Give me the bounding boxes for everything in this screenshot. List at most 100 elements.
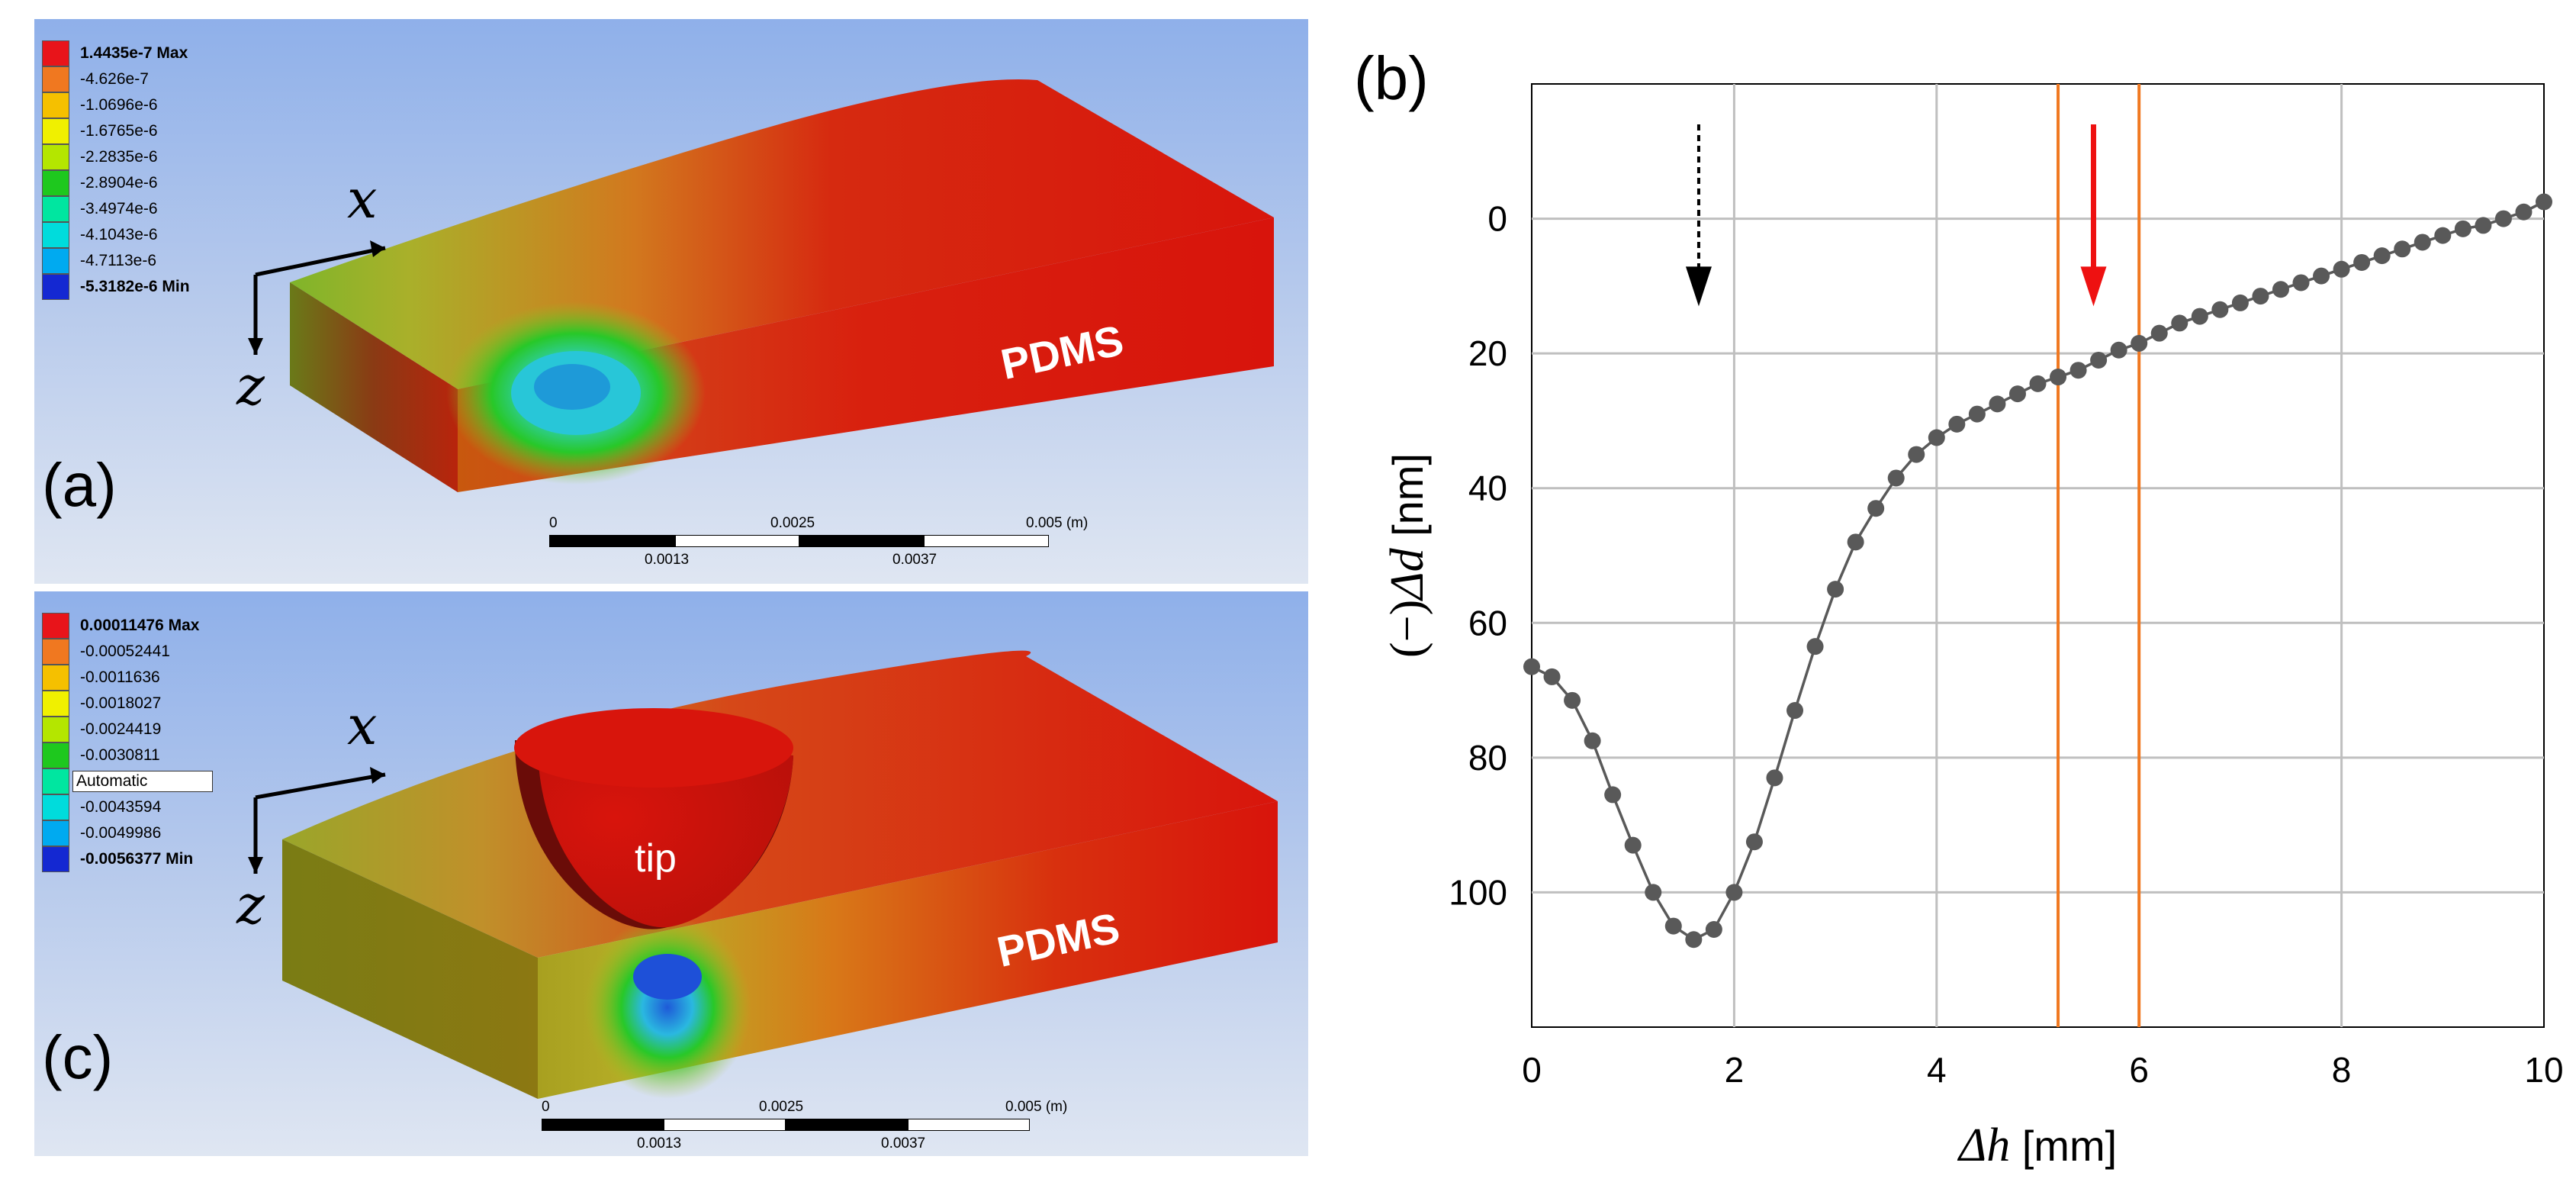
data-point (1968, 405, 1986, 423)
legend-label: -0.0030811 (80, 746, 160, 764)
scale-tick-q3: 0.0037 (892, 552, 937, 568)
legend-c: 0.00011476 Max -0.00052441 -0.0011636 -0.00… (42, 613, 213, 872)
legend-swatch (42, 665, 69, 691)
data-point (2292, 274, 2310, 292)
legend-row: -0.0056377 Min (42, 846, 213, 872)
data-point (2131, 334, 2148, 352)
data-point (1786, 702, 1804, 720)
data-point (1745, 833, 1763, 851)
data-point (2191, 308, 2208, 325)
legend-swatch (42, 118, 69, 144)
legend-label: -0.00052441 (80, 643, 170, 660)
data-point (1827, 581, 1844, 598)
legend-row: 1.4435e-7 Max (42, 40, 190, 66)
legend-row: -0.0043594 (42, 794, 213, 820)
data-point (2414, 234, 2431, 251)
data-point (2373, 247, 2391, 265)
legend-row: -1.0696e-6 (42, 92, 190, 118)
data-point (2008, 385, 2026, 403)
z-axis-label-a: z (236, 355, 265, 417)
y-tick-label: 20 (1468, 333, 1507, 373)
legend-swatch (42, 222, 69, 248)
legend-row: -1.6765e-6 (42, 118, 190, 144)
legend-label: 0.00011476 Max (80, 617, 200, 634)
legend-row: -0.0018027 (42, 691, 213, 717)
legend-swatch (42, 40, 69, 66)
data-point (1806, 638, 1824, 655)
legend-row: -2.8904e-6 (42, 170, 190, 196)
data-point (1847, 533, 1864, 551)
legend-swatch (42, 768, 69, 794)
legend-label: -4.626e-7 (80, 70, 149, 88)
data-point (2454, 220, 2471, 237)
pdms-block-render-a (290, 79, 1274, 492)
legend-swatch (42, 274, 69, 300)
legend-swatch (42, 742, 69, 768)
legend-label: -0.0011636 (80, 668, 160, 686)
legend-swatch (42, 691, 69, 717)
data-point (1543, 668, 1561, 685)
legend-row: -0.0024419 (42, 717, 213, 742)
legend-row: -4.7113e-6 (42, 248, 190, 274)
legend-swatch (42, 820, 69, 846)
data-point (2110, 341, 2127, 359)
data-point (1645, 884, 1662, 901)
y-tick-label: 80 (1468, 738, 1507, 778)
legend-row: -4.1043e-6 (42, 222, 190, 248)
legend-label: -2.8904e-6 (80, 174, 158, 192)
legend-row: -0.00052441 (42, 639, 213, 665)
legend-row: -4.626e-7 (42, 66, 190, 92)
scale-tick-mid: 0.0025 (759, 1099, 804, 1115)
scale-tick-q3: 0.0037 (881, 1135, 926, 1152)
legend-row: 0.00011476 Max (42, 613, 213, 639)
arrowhead-icon (1685, 266, 1712, 307)
x-tick-label: 2 (1725, 1050, 1745, 1090)
x-tick-label: 10 (2524, 1050, 2563, 1090)
legend-label: -0.0056377 Min (80, 850, 194, 868)
x-tick-label: 0 (1522, 1050, 1542, 1090)
legend-label: -0.0043594 (80, 798, 162, 816)
data-point (1564, 691, 1581, 709)
y-tick-label: 60 (1468, 603, 1507, 643)
data-point (2090, 351, 2108, 369)
data-point (1989, 395, 2006, 413)
data-point (2494, 210, 2512, 227)
legend-label: -1.6765e-6 (80, 122, 158, 140)
data-point (2333, 260, 2350, 278)
scale-tick-q1: 0.0013 (645, 552, 690, 568)
legend-label: -0.0024419 (80, 720, 162, 738)
legend-swatch (42, 196, 69, 222)
scale-bar-a: 0 0.0025 0.005 (m) 0.0013 0.0037 (549, 515, 1088, 569)
legend-swatch (42, 717, 69, 742)
data-point (1766, 769, 1783, 787)
data-point (1887, 469, 1905, 487)
data-point (2069, 362, 2087, 379)
data-point (2252, 288, 2269, 305)
y-tick-label: 40 (1468, 469, 1507, 508)
data-point (1725, 884, 1743, 901)
legend-label: -4.7113e-6 (80, 252, 157, 269)
data-point (1664, 917, 1682, 935)
legend-swatch (42, 794, 69, 820)
legend-swatch (42, 613, 69, 639)
x-tick-label: 8 (2332, 1050, 2352, 1090)
legend-label: 1.4435e-7 Max (80, 44, 188, 62)
scale-tick-0: 0 (549, 515, 558, 531)
panel-letter-b: (b) (1354, 44, 1429, 112)
data-point (2313, 267, 2330, 285)
legend-row: -3.4974e-6 (42, 196, 190, 222)
legend-label: -0.0049986 (80, 824, 162, 842)
z-axis-label-c: z (236, 874, 265, 936)
simulation-panel-c: 0.00011476 Max -0.00052441 -0.0011636 -0.00… (34, 591, 1308, 1156)
plot-area (1531, 83, 2545, 1028)
legend-automatic-field[interactable]: Automatic (72, 771, 213, 792)
x-axis-label-a: x (347, 168, 378, 230)
x-axis-label: Δh [mm] (1957, 1119, 2117, 1171)
panel-letter-a: (a) (42, 451, 117, 519)
arrowhead-icon (2080, 266, 2107, 307)
legend-swatch (42, 144, 69, 170)
x-tick-label: 6 (2129, 1050, 2149, 1090)
scale-tick-end: 0.005 (m) (1005, 1099, 1068, 1115)
data-point (2434, 227, 2452, 244)
